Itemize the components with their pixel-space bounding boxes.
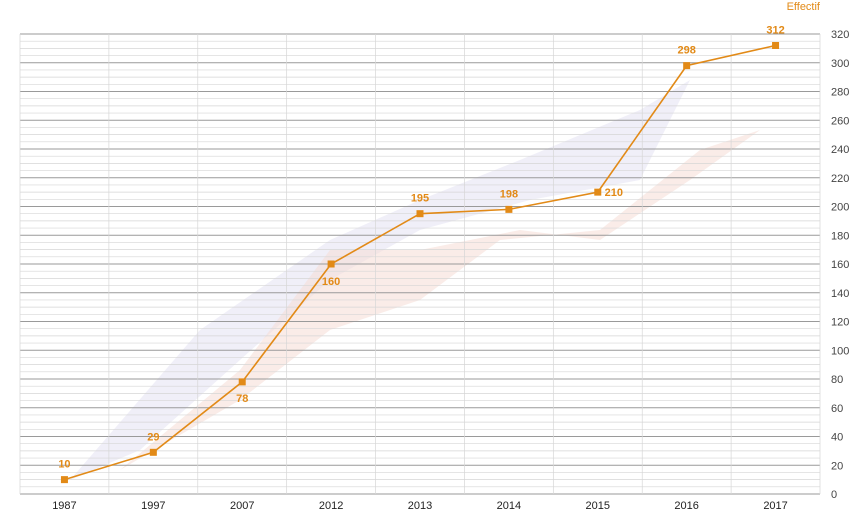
x-tick-label: 1997 bbox=[141, 500, 165, 512]
y-tick-label: 80 bbox=[831, 374, 843, 386]
x-tick-label: 2017 bbox=[763, 500, 787, 512]
y-tick-label: 140 bbox=[831, 288, 849, 300]
data-point bbox=[60, 476, 68, 484]
background-bands bbox=[70, 80, 760, 480]
y-tick-label: 320 bbox=[831, 29, 849, 41]
y-tick-label: 0 bbox=[831, 489, 837, 501]
y-tick-label: 260 bbox=[831, 115, 849, 127]
data-label: 160 bbox=[322, 276, 340, 288]
grid bbox=[20, 33, 820, 495]
data-label: 10 bbox=[58, 459, 70, 471]
y-tick-label: 60 bbox=[831, 403, 843, 415]
data-label: 298 bbox=[677, 45, 695, 57]
y-tick-label: 100 bbox=[831, 345, 849, 357]
y-tick-label: 120 bbox=[831, 317, 849, 329]
x-tick-label: 2013 bbox=[408, 500, 432, 512]
y-tick-label: 300 bbox=[831, 58, 849, 70]
data-label: 198 bbox=[500, 188, 518, 200]
y-tick-label: 240 bbox=[831, 144, 849, 156]
data-point bbox=[772, 42, 780, 49]
y-tick-label: 40 bbox=[831, 432, 843, 444]
y-axis-title: Effectif bbox=[787, 1, 821, 13]
background-band-pink bbox=[120, 130, 760, 470]
data-point bbox=[505, 205, 513, 213]
y-tick-label: 280 bbox=[831, 87, 849, 99]
data-label: 195 bbox=[411, 193, 429, 205]
y-axis-ticks: 0 20 40 60 80 100 120 140 160 180 200 220 240 260 280 3… bbox=[831, 29, 849, 501]
data-points bbox=[60, 42, 780, 484]
y-tick-label: 180 bbox=[831, 230, 849, 242]
data-label: 210 bbox=[605, 187, 623, 199]
y-tick-label: 220 bbox=[831, 173, 849, 185]
data-point bbox=[327, 260, 335, 268]
data-label: 29 bbox=[147, 431, 159, 443]
vertical-grid bbox=[19, 34, 821, 494]
x-axis-ticks: 1987 1997 2007 2012 2013 2014 2015 2016 2017 bbox=[52, 500, 788, 512]
data-point bbox=[416, 210, 424, 218]
data-label: 312 bbox=[766, 25, 784, 37]
data-point bbox=[683, 62, 691, 70]
x-tick-label: 2012 bbox=[319, 500, 343, 512]
data-point bbox=[149, 448, 157, 456]
data-point bbox=[238, 378, 246, 386]
x-tick-label: 2007 bbox=[230, 500, 254, 512]
background-band-blue bbox=[70, 80, 690, 480]
data-point bbox=[594, 188, 602, 196]
x-tick-label: 2016 bbox=[674, 500, 698, 512]
x-tick-label: 2015 bbox=[586, 500, 610, 512]
y-tick-label: 200 bbox=[831, 202, 849, 214]
data-label: 78 bbox=[236, 393, 248, 405]
x-tick-label: 2014 bbox=[497, 500, 521, 512]
y-tick-label: 160 bbox=[831, 259, 849, 271]
data-labels: 10 29 78 160 195 198 210 298 312 bbox=[58, 25, 784, 471]
y-tick-label: 20 bbox=[831, 460, 843, 472]
x-tick-label: 1987 bbox=[52, 500, 76, 512]
